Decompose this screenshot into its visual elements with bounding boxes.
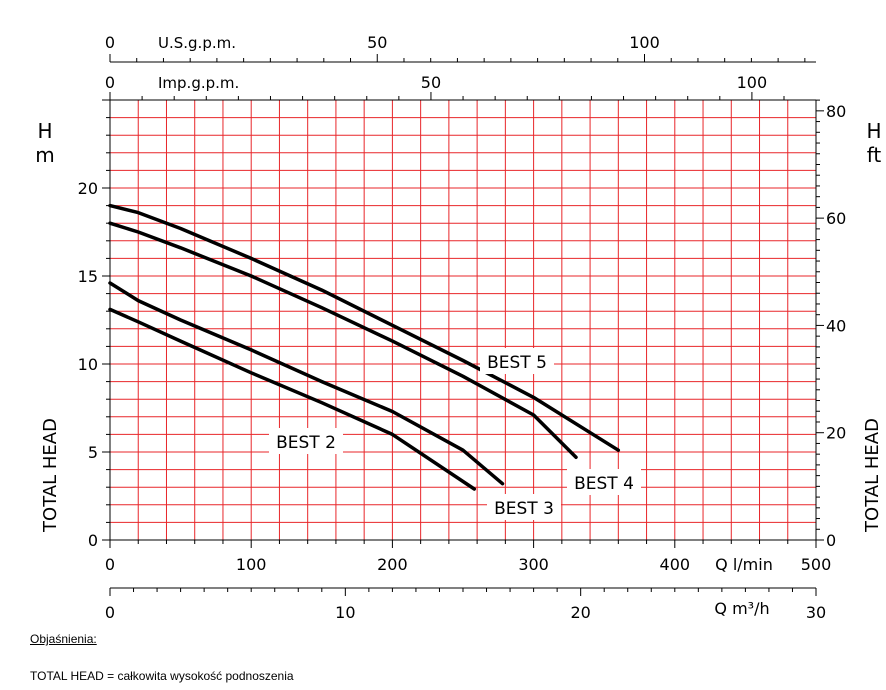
series-label-best-3: BEST 3 <box>494 499 554 519</box>
series-label-best-5: BEST 5 <box>487 353 547 373</box>
right-y-tick-label: 0 <box>826 531 836 550</box>
x-tick-label: 400 <box>660 555 691 574</box>
right-unit-ft: ft <box>867 143 882 167</box>
right-y-tick-label: 20 <box>826 424 846 443</box>
left-unit-m: m <box>35 143 54 167</box>
impgpm-tick-label: 50 <box>421 73 441 92</box>
m3h-tick-label: 30 <box>806 603 826 622</box>
left-unit-h: H <box>37 119 52 143</box>
series-curve-best-5 <box>108 203 621 452</box>
x-tick-label: 500 <box>801 555 832 574</box>
legend-note-title: Objaśnienia: <box>30 632 97 646</box>
left-axis-title: TOTAL HEAD <box>40 418 61 533</box>
x-tick-label: 0 <box>105 555 115 574</box>
series-curve-best-2 <box>108 307 477 491</box>
usgpm-axis-label: U.S.g.p.m. <box>158 34 236 52</box>
grid <box>109 99 817 541</box>
usgpm-tick-label: 50 <box>367 33 387 52</box>
x-tick-label: 200 <box>377 555 408 574</box>
right-y-tick-label: 40 <box>826 316 846 335</box>
m3h-zero-label: 0 <box>105 603 115 622</box>
m3h-axis-label: Q m³/h <box>714 599 769 618</box>
usgpm-tick-label: 100 <box>629 33 660 52</box>
series-label-best-4: BEST 4 <box>574 474 634 494</box>
series-label-bg <box>480 348 554 374</box>
series-label-bg <box>269 428 343 454</box>
impgpm-tick-label: 100 <box>737 73 768 92</box>
right-y-tick-label: 80 <box>826 102 846 121</box>
y-tick-label: 10 <box>78 355 98 374</box>
series-label-bg <box>567 469 641 495</box>
impgpm-zero-label: 0 <box>105 73 115 92</box>
x-tick-label: 100 <box>236 555 267 574</box>
y-tick-label: 15 <box>78 267 98 286</box>
right-unit-h: H <box>866 119 881 143</box>
series-label-best-2: BEST 2 <box>276 433 336 453</box>
series-curve-best-4 <box>108 221 578 460</box>
right-y-tick-label: 60 <box>826 209 846 228</box>
series-curve-best-3 <box>108 281 505 486</box>
m3h-tick-label: 10 <box>335 603 355 622</box>
series-group <box>108 203 621 491</box>
y-tick-label: 5 <box>88 443 98 462</box>
x-tick-label: 300 <box>518 555 549 574</box>
right-axis-title: TOTAL HEAD <box>862 418 883 533</box>
x-axis-label: Q l/min <box>715 555 773 574</box>
axes <box>102 54 824 596</box>
y-tick-label: 0 <box>88 531 98 550</box>
m3h-tick-label: 20 <box>570 603 590 622</box>
series-label-bg <box>487 494 561 520</box>
impgpm-axis-label: Imp.g.p.m. <box>158 74 239 92</box>
y-tick-label: 20 <box>78 179 98 198</box>
legend-note-text: TOTAL HEAD = całkowita wysokość podnosze… <box>30 669 294 683</box>
usgpm-zero-label: 0 <box>105 33 115 52</box>
